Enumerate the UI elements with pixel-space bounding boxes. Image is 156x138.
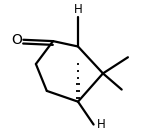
Text: O: O [12,33,23,47]
Text: H: H [97,118,105,131]
Text: H: H [74,2,82,16]
